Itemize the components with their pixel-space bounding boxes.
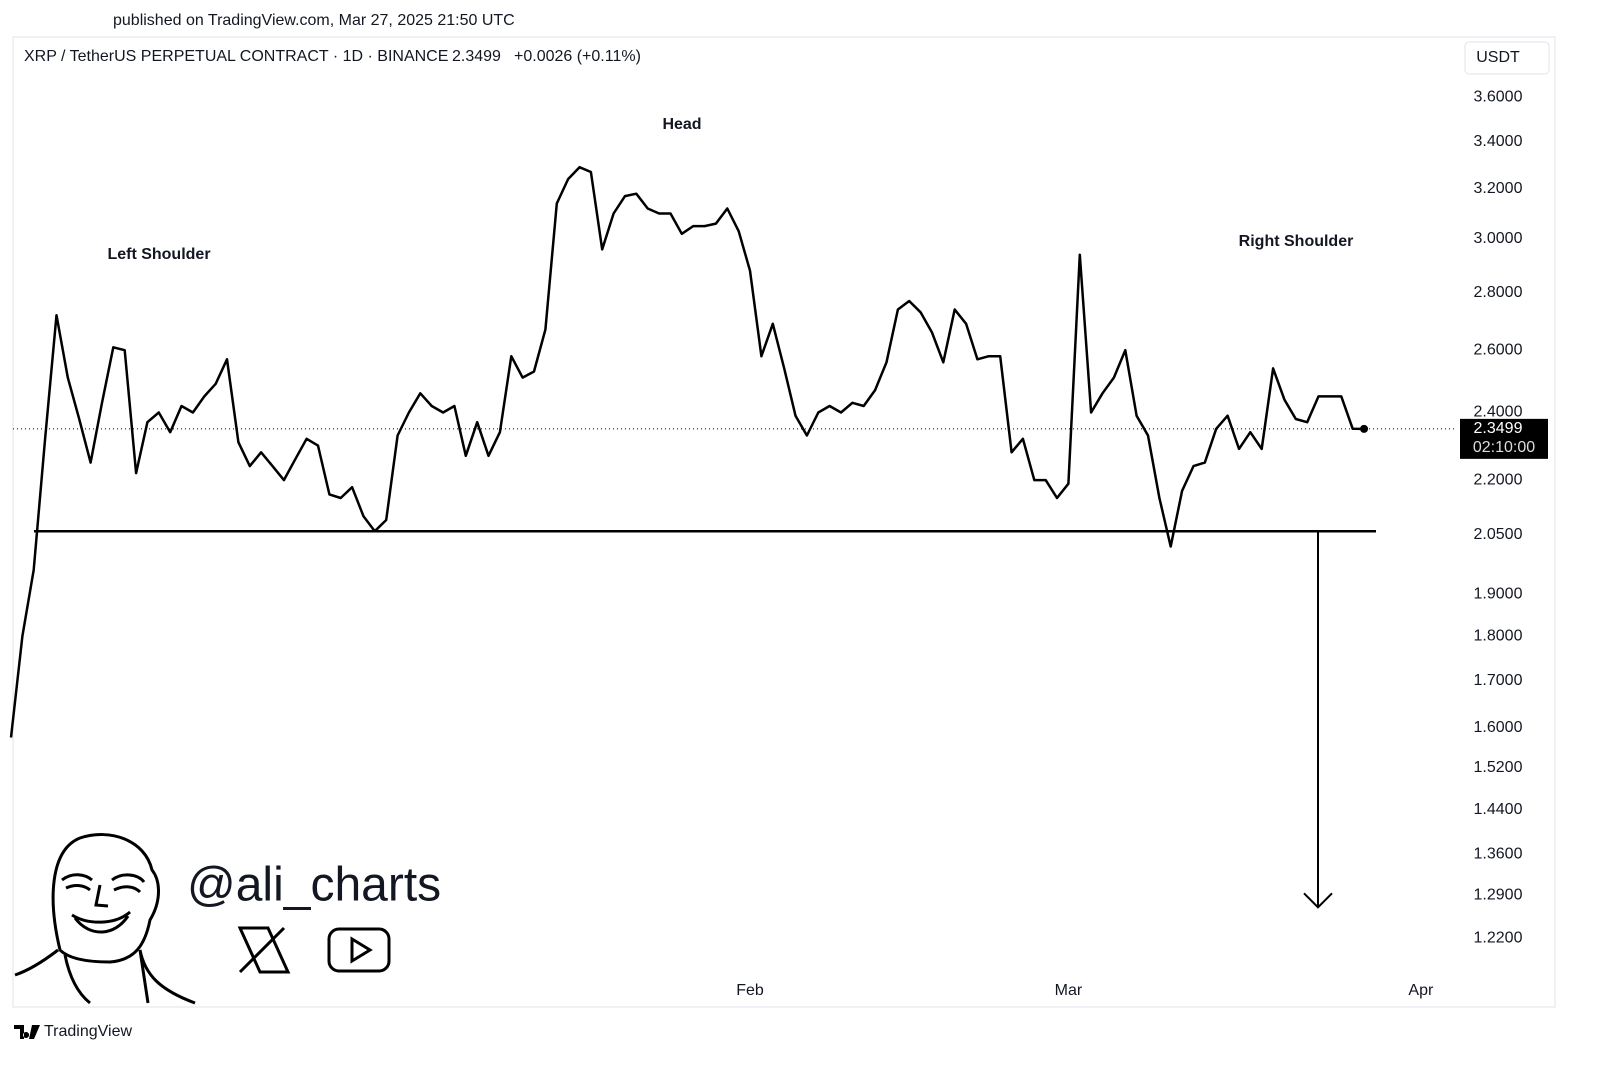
y-tick-label: 1.9000 <box>1474 585 1523 602</box>
y-tick-label: 1.4400 <box>1474 801 1523 818</box>
y-tick-label: 1.6000 <box>1474 719 1523 736</box>
x-tick-label: Mar <box>1055 982 1083 999</box>
y-tick-label: 3.2000 <box>1474 180 1523 197</box>
handle: @ali_charts <box>187 859 441 912</box>
brand: TradingView <box>44 1023 132 1040</box>
currency-box[interactable] <box>1464 41 1550 75</box>
y-tick-label: 1.2200 <box>1474 930 1523 947</box>
social-icons[interactable] <box>237 926 391 974</box>
y-tick-label: 1.8000 <box>1474 627 1523 644</box>
last-point <box>1360 424 1369 433</box>
y-tick-label: 3.6000 <box>1474 88 1523 105</box>
y-tick-label: 2.8000 <box>1474 284 1523 301</box>
pattern-label: Right Shoulder <box>1239 233 1354 250</box>
currency[interactable]: USDT <box>1476 49 1520 66</box>
x-tick-label: Feb <box>736 982 764 999</box>
y-tick-label: 1.7000 <box>1474 672 1523 689</box>
tradingview-logo: TradingView <box>14 1023 132 1040</box>
avatar <box>14 833 196 1005</box>
price-tag <box>1460 418 1548 459</box>
published-note: published on TradingView.com, Mar 27, 20… <box>113 12 515 29</box>
youtube-icon[interactable] <box>327 927 391 973</box>
symbol: XRP / TetherUS PERPETUAL CONTRACT · 1D ·… <box>24 48 448 65</box>
price-change: +0.0026 (+0.11%) <box>514 48 641 65</box>
x-tick-label: Apr <box>1408 982 1434 999</box>
y-tick-label: 2.2000 <box>1474 471 1523 488</box>
price-line <box>9 165 1365 738</box>
y-tick-label: 3.0000 <box>1474 230 1523 247</box>
y-tick-label: 1.5200 <box>1474 759 1523 776</box>
x-icon[interactable] <box>237 926 291 974</box>
y-tick-label: 1.2900 <box>1474 886 1523 903</box>
price-tag-value: 2.3499 <box>1474 420 1523 437</box>
y-tick-label: 3.4000 <box>1474 133 1523 150</box>
y-tick-label: 1.3600 <box>1474 845 1523 862</box>
y-tick-label: 2.4000 <box>1474 404 1523 421</box>
logo-mark <box>14 1025 40 1039</box>
y-tick-label: 2.6000 <box>1474 341 1523 358</box>
pattern-label: Head <box>662 116 701 133</box>
chart-frame <box>12 36 1556 1008</box>
price-tag-countdown: 02:10:00 <box>1473 439 1535 456</box>
pattern-label: Left Shoulder <box>107 246 210 263</box>
y-tick-label: 2.0500 <box>1474 526 1523 543</box>
target-arrowhead <box>1303 892 1333 909</box>
last-price: 2.3499 <box>452 48 501 65</box>
youtube-play <box>350 936 373 964</box>
